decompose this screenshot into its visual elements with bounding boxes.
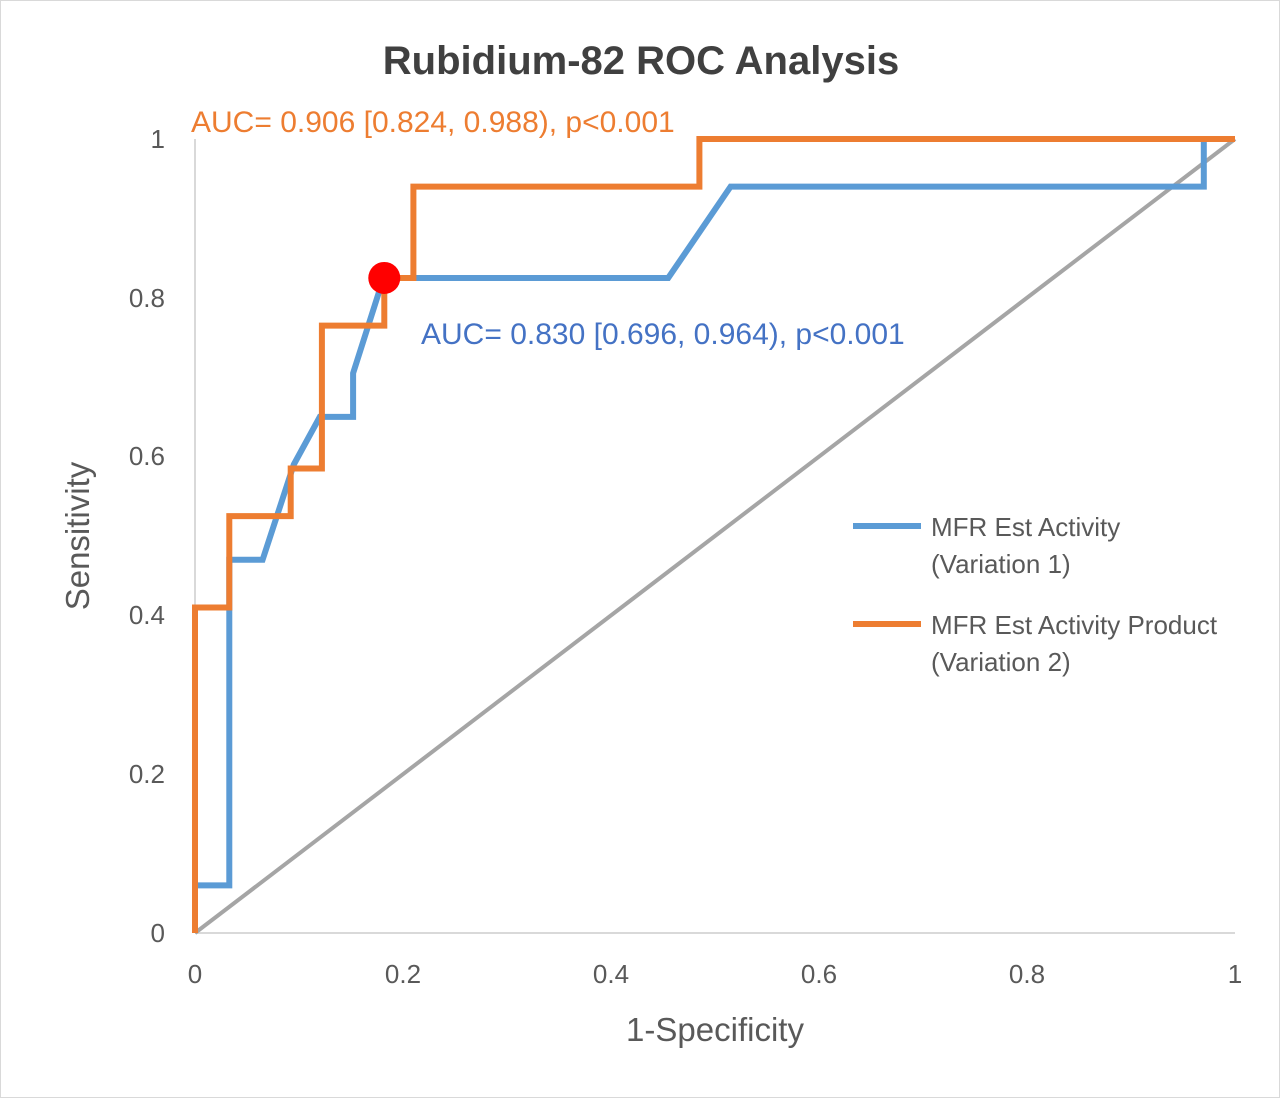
legend-label: (Variation 1)	[931, 549, 1071, 579]
x-axis-title: 1-Specificity	[626, 1011, 804, 1048]
series-group	[192, 136, 1237, 935]
y-tick-label: 0.6	[129, 441, 165, 471]
y-tick-label: 0.8	[129, 283, 165, 313]
auc-annotation-variation-1: AUC= 0.830 [0.696, 0.964), p<0.001	[421, 318, 905, 351]
y-tick-label: 1	[151, 124, 165, 154]
y-tick-label: 0	[151, 918, 165, 948]
legend-item-variation-1: MFR Est Activity (Variation 1)	[853, 512, 1120, 579]
x-tick-labels: 0 0.2 0.4 0.6 0.8 1	[188, 959, 1242, 989]
auc-annotation-variation-2: AUC= 0.906 [0.824, 0.988), p<0.001	[191, 106, 675, 139]
x-tick-label: 0.2	[385, 959, 421, 989]
x-tick-label: 1	[1228, 959, 1242, 989]
legend-item-variation-2: MFR Est Activity Product (Variation 2)	[853, 610, 1218, 677]
legend-label: MFR Est Activity	[931, 512, 1120, 542]
y-tick-labels: 0 0.2 0.4 0.6 0.8 1	[129, 124, 165, 948]
legend-label: (Variation 2)	[931, 647, 1071, 677]
y-tick-label: 0.4	[129, 600, 165, 630]
x-tick-label: 0.8	[1009, 959, 1045, 989]
legend-label: MFR Est Activity Product	[931, 610, 1218, 640]
y-axis-title: Sensitivity	[59, 461, 96, 610]
x-tick-label: 0.4	[593, 959, 629, 989]
x-tick-label: 0.6	[801, 959, 837, 989]
x-tick-label: 0	[188, 959, 202, 989]
optimal-cutoff-point	[368, 261, 401, 294]
legend: MFR Est Activity (Variation 1) MFR Est A…	[853, 512, 1218, 677]
series-line-variation-2	[192, 136, 1235, 933]
y-tick-label: 0.2	[129, 759, 165, 789]
chart-title: Rubidium-82 ROC Analysis	[383, 39, 899, 83]
series-line-variation-1	[192, 136, 1235, 933]
series-line-diagonal	[193, 137, 1237, 935]
